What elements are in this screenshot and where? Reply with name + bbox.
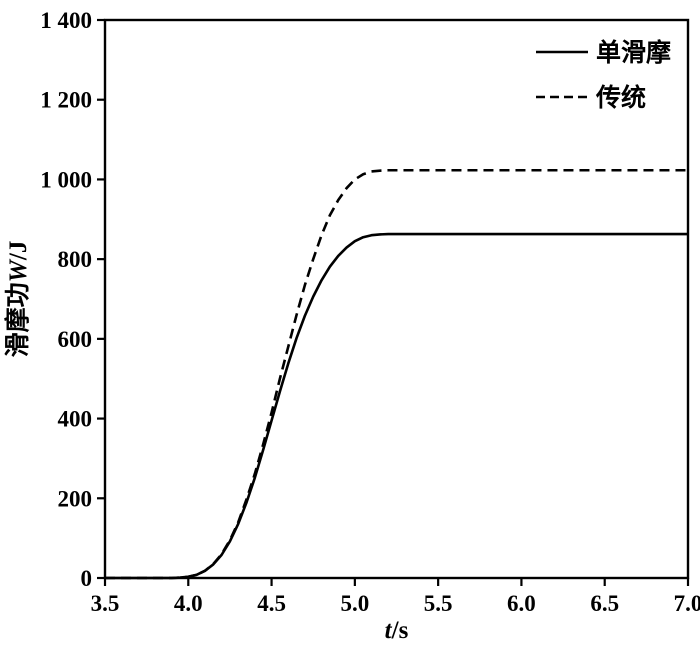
x-tick-label: 7.0 — [674, 591, 700, 616]
y-tick-label: 200 — [58, 486, 93, 511]
x-tick-label: 5.0 — [340, 591, 369, 616]
x-tick-label: 5.5 — [424, 591, 453, 616]
y-axis-title: 滑摩功W/J — [3, 241, 32, 358]
x-tick-label: 4.0 — [174, 591, 203, 616]
x-tick-label: 6.5 — [590, 591, 619, 616]
y-tick-label: 600 — [58, 327, 93, 352]
y-axis: 0 200 400 600 800 1 000 1 200 1 400 — [40, 8, 105, 591]
series-line-dashed — [105, 168, 688, 580]
x-axis: 3.5 4.0 4.5 5.0 5.5 6.0 6.5 7.0 — [91, 578, 700, 616]
y-tick-label: 400 — [58, 407, 93, 432]
y-tick-label: 1 400 — [40, 8, 92, 33]
series-line-solid — [105, 232, 688, 580]
x-axis-title: t/s — [385, 617, 409, 644]
legend-label: 单滑摩 — [596, 38, 671, 67]
y-tick-label: 0 — [81, 566, 93, 591]
x-tick-label: 6.0 — [507, 591, 536, 616]
y-tick-label: 800 — [58, 247, 93, 272]
plot-frame — [103, 18, 690, 580]
y-tick-label: 1 200 — [40, 88, 92, 113]
x-tick-label: 3.5 — [91, 591, 120, 616]
legend-label: 传统 — [595, 83, 646, 112]
y-tick-label: 1 000 — [40, 167, 92, 192]
x-tick-label: 4.5 — [257, 591, 286, 616]
